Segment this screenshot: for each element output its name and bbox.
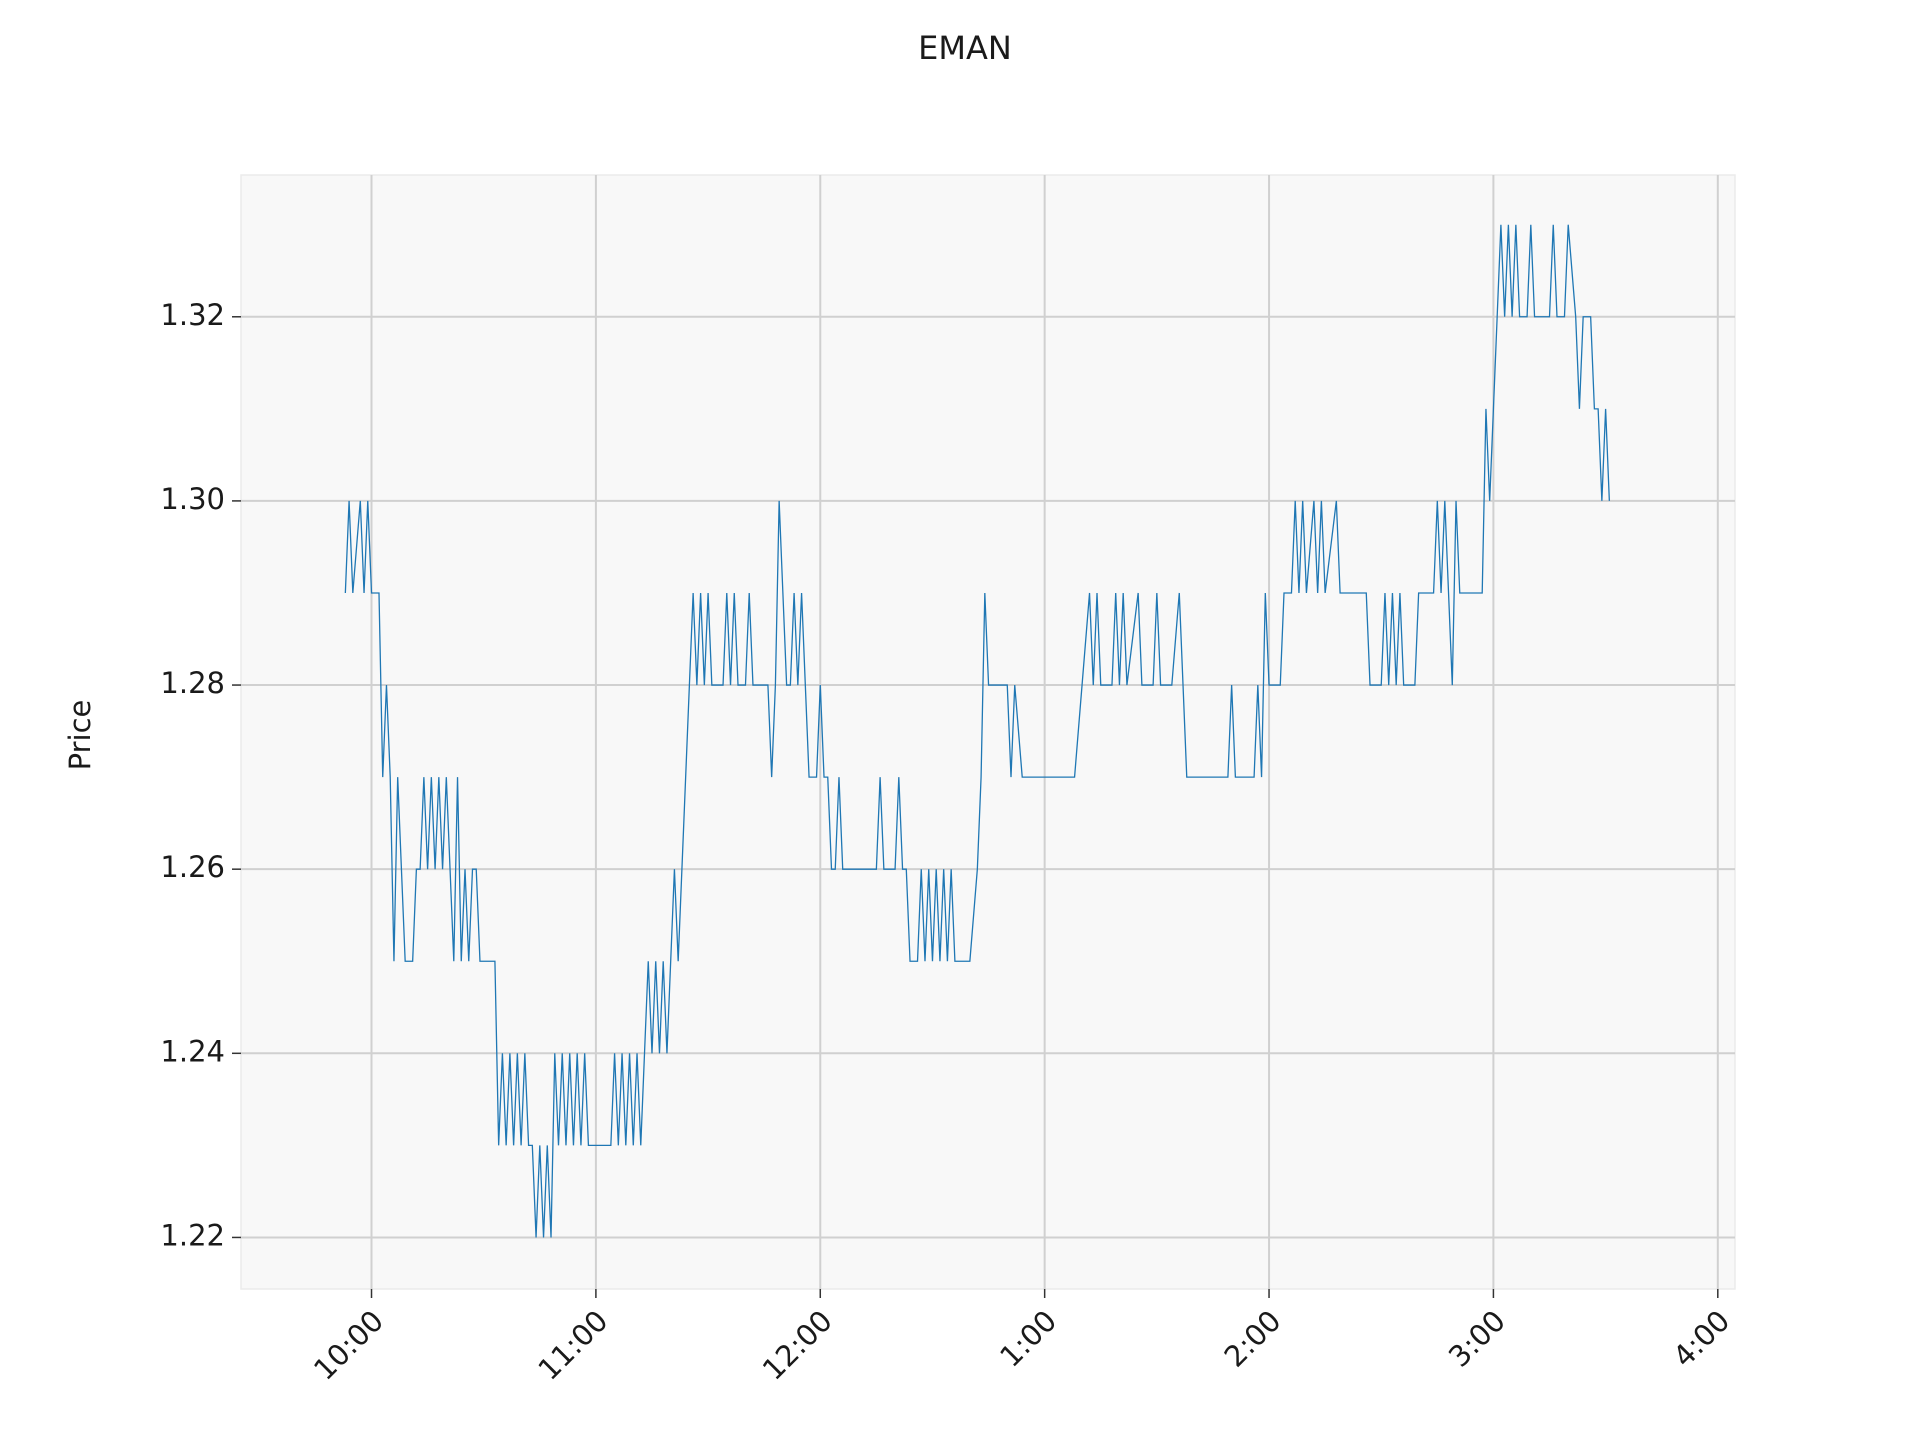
y-tick-label: 1.32 xyxy=(160,298,225,332)
x-tick-label: 10:00 xyxy=(307,1304,390,1387)
plot-background xyxy=(240,174,1736,1290)
x-tick-label: 11:00 xyxy=(531,1304,614,1387)
price-line xyxy=(344,224,1610,1238)
y-tick-label: 1.28 xyxy=(160,666,225,700)
y-tick-label: 1.26 xyxy=(160,850,225,884)
chart-title: EMAN xyxy=(918,29,1012,67)
x-tick-label: 2:00 xyxy=(1218,1304,1288,1374)
y-axis-label: Price xyxy=(63,700,97,771)
y-tick-label: 1.30 xyxy=(160,482,225,516)
x-tick-label: 4:00 xyxy=(1666,1304,1736,1374)
y-tick-label: 1.24 xyxy=(160,1034,225,1068)
x-tick-label: 3:00 xyxy=(1442,1304,1512,1374)
x-tick-label: 1:00 xyxy=(993,1304,1063,1374)
y-tick-label: 1.22 xyxy=(160,1218,225,1252)
x-tick-label: 12:00 xyxy=(756,1304,839,1387)
